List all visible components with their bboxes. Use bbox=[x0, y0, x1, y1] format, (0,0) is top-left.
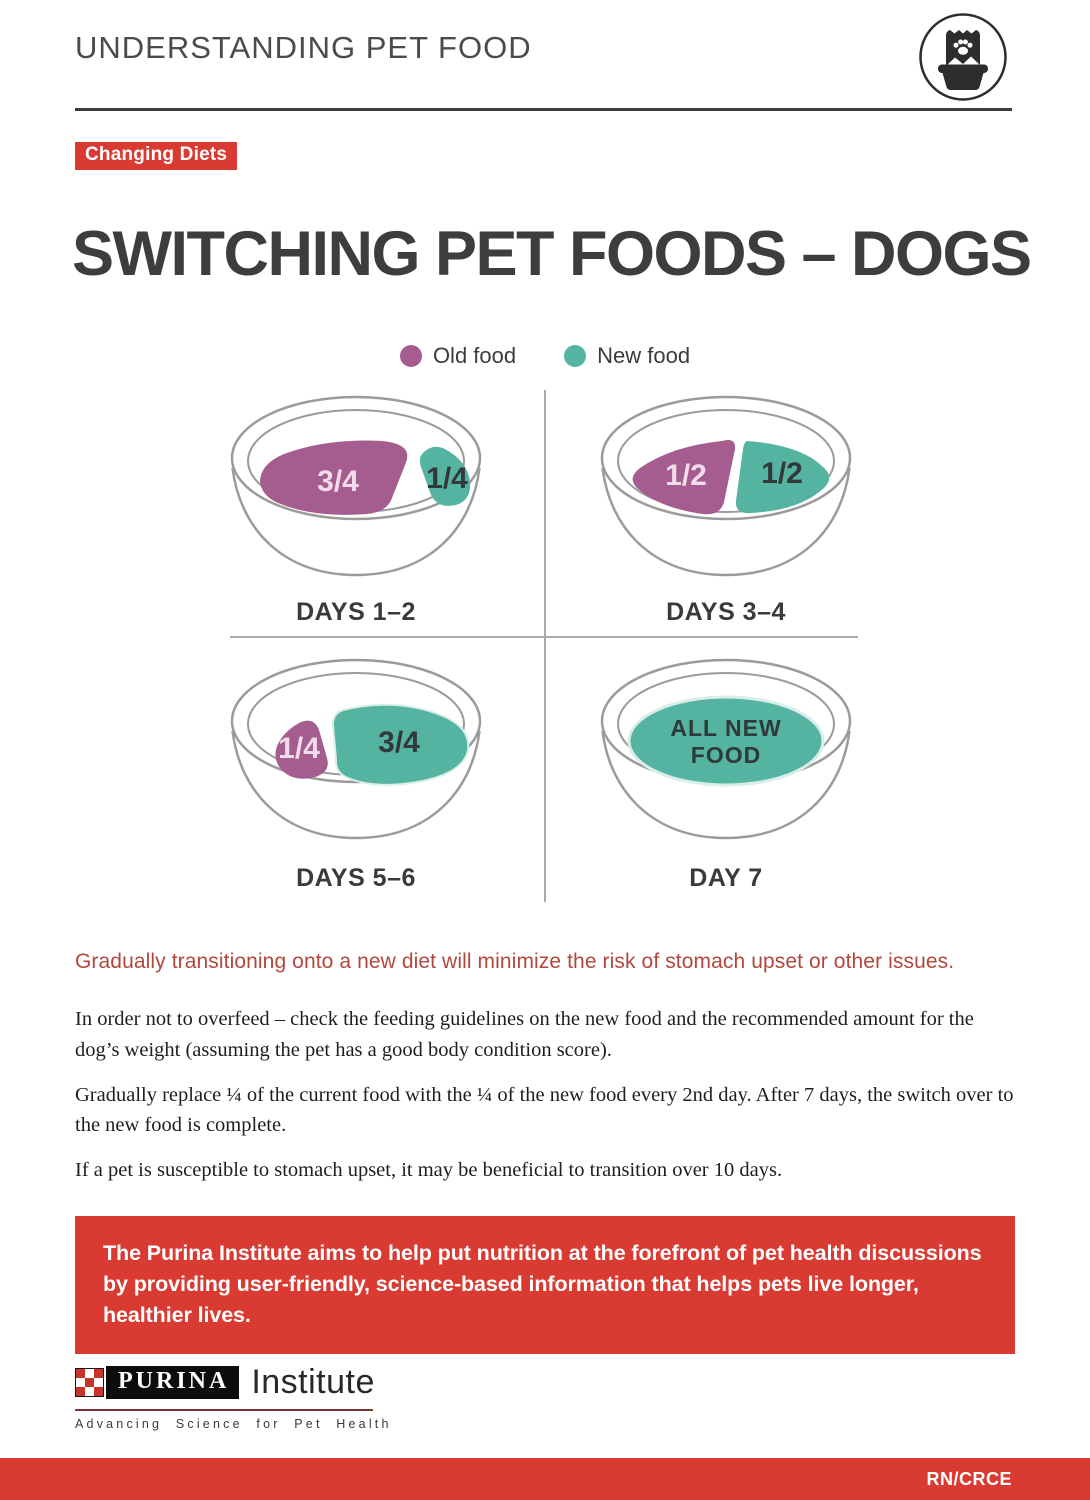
diagram-vertical-divider bbox=[544, 390, 546, 902]
new-fraction-label: 1/2 bbox=[761, 457, 803, 490]
purina-checkerboard-icon bbox=[75, 1368, 104, 1397]
logo-divider bbox=[75, 1409, 373, 1411]
paragraph-replace: Gradually replace ¼ of the current food … bbox=[75, 1083, 1014, 1137]
bowl-day-7: ALL NEW FOOD bbox=[600, 658, 852, 840]
page-header-title: UNDERSTANDING PET FOOD bbox=[75, 30, 532, 65]
old-fraction-label: 3/4 bbox=[317, 465, 359, 498]
all-new-food-label-line1: ALL NEW bbox=[670, 715, 781, 741]
header-divider bbox=[75, 108, 1012, 111]
old-food-dot-icon bbox=[399, 345, 422, 367]
section-badge: Changing Diets bbox=[75, 142, 238, 170]
logo-tagline: Advancing Science for Pet Health bbox=[75, 1417, 392, 1431]
legend-item-new-food: New food bbox=[564, 343, 690, 369]
legend-label-new-food: New food bbox=[597, 343, 691, 368]
mission-banner: The Purina Institute aims to help put nu… bbox=[75, 1216, 1015, 1354]
new-food-dot-icon bbox=[564, 345, 587, 367]
stage-label-day-7: DAY 7 bbox=[689, 864, 763, 892]
new-fraction-label: 1/4 bbox=[426, 462, 468, 495]
stage-label-days-5-6: DAYS 5–6 bbox=[296, 864, 416, 892]
purina-institute-logo: PURINA Institute Advancing Science for P… bbox=[75, 1363, 392, 1431]
new-food-portion bbox=[419, 446, 471, 506]
stage-label-days-1-2: DAYS 1–2 bbox=[296, 598, 416, 626]
legend-label-old-food: Old food bbox=[432, 343, 517, 368]
new-fraction-label: 3/4 bbox=[378, 726, 420, 759]
new-food-portion bbox=[627, 695, 825, 787]
old-fraction-label: 1/2 bbox=[665, 459, 707, 492]
footer-bar: RN/CRCE bbox=[0, 1458, 1090, 1500]
bowl-days-1-2: 3/4 1/4 bbox=[230, 395, 482, 577]
body-text: In order not to overfeed – check the fee… bbox=[75, 1004, 1019, 1200]
new-food-portion bbox=[735, 441, 830, 514]
pet-food-bag-and-bowl-icon bbox=[919, 13, 1007, 101]
highlight-statement: Gradually transitioning onto a new diet … bbox=[75, 950, 955, 973]
diagram-horizontal-divider bbox=[230, 636, 858, 638]
old-food-portion bbox=[275, 720, 328, 779]
footer-code: RN/CRCE bbox=[926, 1469, 1012, 1489]
legend-item-old-food: Old food bbox=[399, 343, 517, 369]
paragraph-susceptible: If a pet is susceptible to stomach upset… bbox=[75, 1159, 783, 1181]
purina-wordmark: PURINA bbox=[106, 1366, 240, 1399]
bowl-days-3-4: 1/2 1/2 bbox=[600, 395, 852, 577]
stage-label-days-3-4: DAYS 3–4 bbox=[666, 598, 786, 626]
page-title: SWITCHING PET FOODS – DOGS bbox=[72, 219, 1032, 289]
old-fraction-label: 1/4 bbox=[278, 732, 320, 765]
all-new-food-label-line2: FOOD bbox=[691, 742, 761, 768]
bowl-days-5-6: 1/4 3/4 bbox=[230, 658, 482, 840]
new-food-portion bbox=[331, 703, 470, 786]
legend: Old food New food bbox=[0, 343, 1090, 369]
institute-wordmark: Institute bbox=[251, 1363, 375, 1401]
paragraph-overfeed: In order not to overfeed – check the fee… bbox=[75, 1008, 974, 1061]
old-food-portion bbox=[260, 440, 408, 515]
old-food-portion bbox=[632, 440, 736, 515]
